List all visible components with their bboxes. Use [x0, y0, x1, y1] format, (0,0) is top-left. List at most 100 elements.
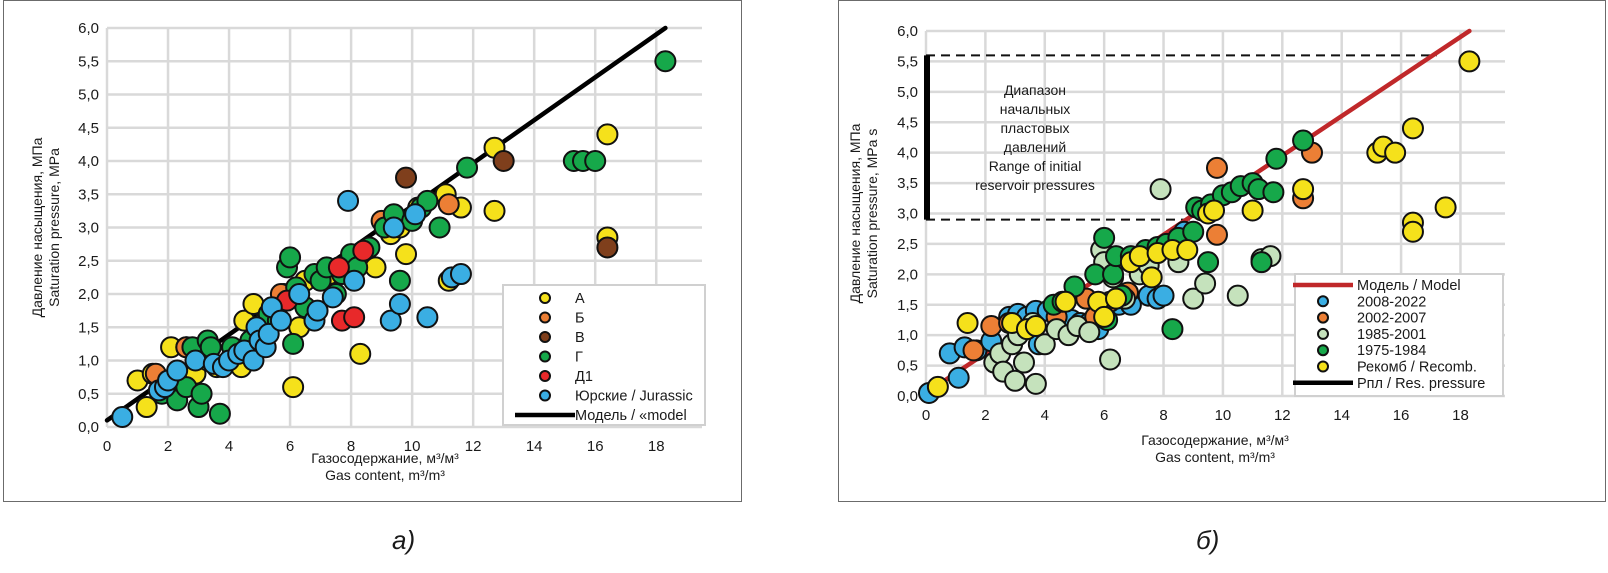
data-point: [492, 150, 515, 172]
legend-label: Модель / «model: [575, 408, 687, 424]
legend-label: 1985-2001: [1357, 327, 1426, 343]
data-point: [349, 342, 372, 365]
data-point: [111, 406, 134, 429]
y-tick-label: 5,0: [897, 84, 918, 101]
series-4: [276, 239, 375, 332]
range-annotation: Range of initial: [989, 158, 1082, 174]
data-point: [282, 332, 305, 355]
data-point: [1205, 223, 1228, 246]
data-point: [1203, 199, 1226, 222]
series-4: [926, 50, 1481, 398]
y-axis-label: Saturation pressure, MPa: [46, 148, 62, 307]
caption-b: б): [1196, 525, 1220, 555]
data-point: [337, 189, 360, 212]
x-tick-label: 2: [164, 438, 172, 455]
data-point: [208, 402, 231, 425]
data-point: [1384, 141, 1407, 164]
legend-label: Юрские / Jurassic: [575, 389, 693, 405]
data-point: [449, 263, 472, 286]
y-tick-label: 4,0: [78, 153, 99, 170]
data-point: [388, 269, 411, 292]
legend-label: 2002-2007: [1357, 311, 1426, 327]
data-point: [382, 216, 405, 239]
x-tick-label: 6: [1100, 407, 1108, 424]
x-axis-label: Газосодержание, м³/м³: [311, 450, 459, 466]
data-point: [956, 312, 979, 334]
data-point: [321, 286, 344, 309]
caption-a: а): [392, 525, 416, 555]
y-tick-label: 0,0: [78, 419, 99, 436]
legend-box: [1294, 273, 1504, 397]
data-point: [135, 396, 158, 419]
y-axis-label: Давление насыщения, МПа: [29, 137, 45, 317]
y-tick-label: 2,5: [897, 236, 918, 253]
legend-label: Рекомб / Recomb.: [1357, 360, 1477, 376]
range-annotation: давлений: [1004, 139, 1066, 155]
data-point: [1292, 129, 1315, 152]
range-annotation: Диапазон: [1004, 82, 1066, 98]
data-point: [1458, 50, 1481, 73]
x-tick-label: 14: [1333, 407, 1350, 424]
x-tick-label: 4: [225, 438, 233, 455]
y-tick-label: 2,0: [78, 286, 99, 303]
data-point: [654, 50, 677, 73]
data-point: [584, 150, 607, 172]
data-point: [1102, 263, 1125, 286]
y-tick-label: 0,5: [897, 358, 918, 375]
data-point: [1128, 245, 1151, 268]
data-point: [1262, 181, 1285, 204]
y-tick-label: 1,5: [78, 319, 99, 336]
x-tick-label: 8: [1159, 407, 1167, 424]
data-point: [288, 283, 311, 305]
legend-label: Д1: [575, 369, 593, 385]
x-tick-label: 12: [465, 438, 482, 455]
data-point: [1182, 220, 1205, 243]
legend-marker: [539, 292, 551, 304]
data-point: [1012, 351, 1035, 374]
range-annotation: reservoir pressures: [975, 177, 1095, 193]
y-tick-label: 2,5: [78, 253, 99, 270]
data-point: [166, 359, 189, 382]
y-tick-label: 0,0: [897, 388, 918, 405]
data-point: [1241, 199, 1264, 222]
data-point: [1152, 284, 1175, 307]
y-tick-label: 3,5: [897, 175, 918, 192]
x-axis-label: Газосодержание, м³/м³: [1141, 432, 1289, 448]
series-5: [111, 189, 472, 429]
y-tick-label: 6,0: [897, 23, 918, 40]
data-point: [395, 243, 418, 266]
y-tick-label: 1,5: [897, 297, 918, 314]
x-tick-label: 10: [1215, 407, 1232, 424]
x-tick-label: 14: [526, 438, 543, 455]
legend-label: Г: [575, 350, 583, 366]
data-point: [404, 203, 427, 226]
y-tick-label: 5,0: [78, 87, 99, 104]
series-2: [395, 150, 619, 259]
data-point: [279, 246, 302, 269]
data-point: [343, 269, 366, 292]
data-point: [1099, 348, 1122, 371]
data-point: [456, 156, 479, 179]
legend-marker: [539, 331, 551, 343]
y-tick-label: 3,0: [78, 220, 99, 237]
data-point: [1197, 251, 1220, 274]
data-point: [269, 309, 292, 332]
data-point: [1093, 305, 1116, 328]
y-tick-label: 2,0: [897, 266, 918, 283]
data-point: [1226, 284, 1249, 307]
data-point: [947, 366, 970, 389]
data-point: [1140, 266, 1163, 289]
data-point: [1161, 318, 1184, 341]
data-point: [388, 292, 411, 315]
data-point: [483, 199, 506, 222]
data-point: [1024, 315, 1047, 338]
data-point: [1105, 287, 1128, 310]
data-point: [343, 306, 366, 329]
x-tick-label: 18: [648, 438, 665, 455]
data-point: [1401, 220, 1424, 243]
y-tick-label: 4,5: [78, 120, 99, 137]
data-point: [1149, 178, 1172, 201]
y-tick-label: 4,0: [897, 145, 918, 162]
